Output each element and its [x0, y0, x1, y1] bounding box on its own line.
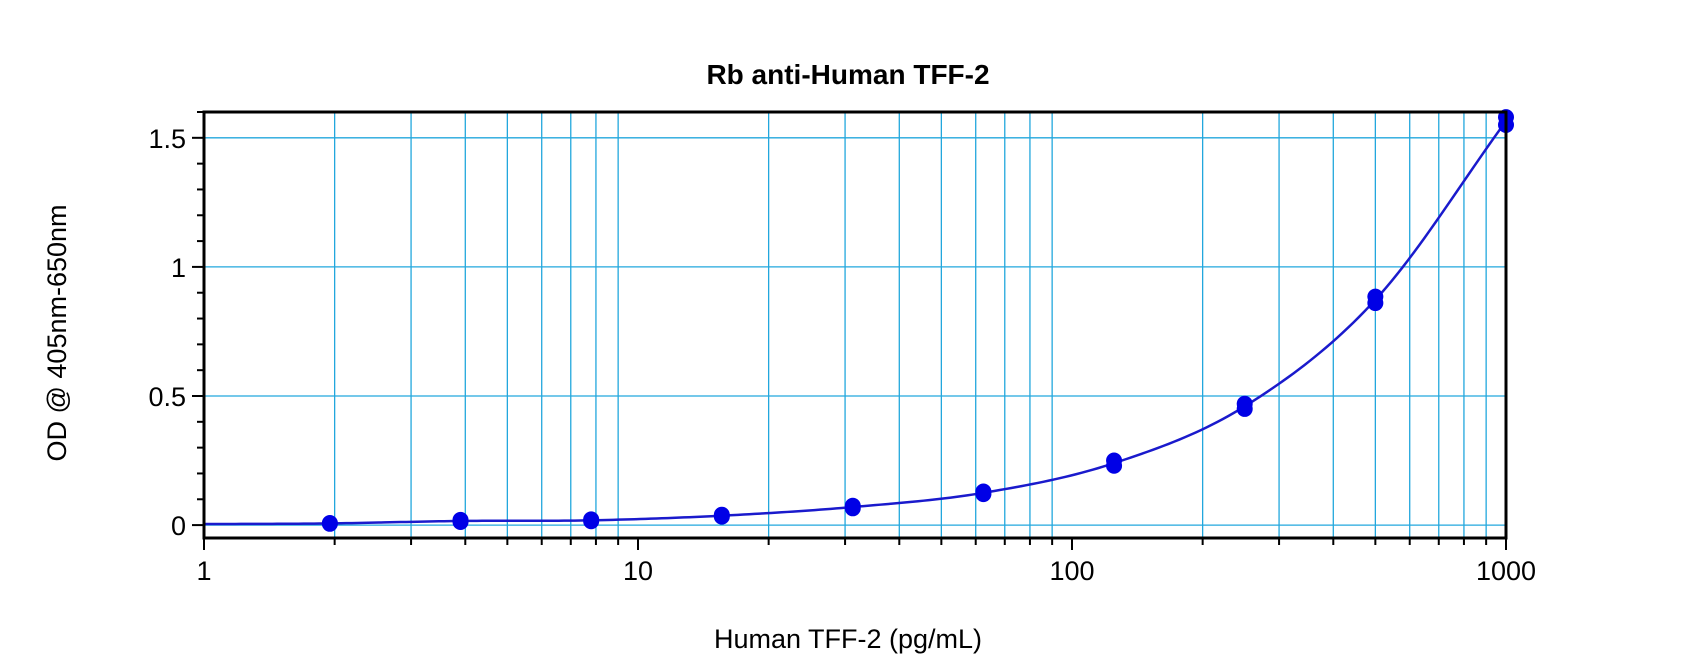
y-axis-label: OD @ 405nm-650nm	[42, 204, 72, 461]
data-point	[844, 497, 861, 514]
y-tick-label: 1	[171, 253, 186, 283]
y-tick-label: 1.5	[148, 124, 186, 154]
x-tick-label: 1000	[1476, 556, 1536, 586]
chart-title: Rb anti-Human TFF-2	[706, 59, 989, 90]
data-point	[1106, 452, 1123, 469]
data-point	[1236, 395, 1253, 412]
data-point	[975, 483, 992, 500]
data-point	[583, 511, 600, 528]
data-points	[321, 109, 1514, 532]
data-point	[452, 511, 469, 528]
grid	[204, 112, 1506, 538]
axis-ticks	[192, 111, 1507, 550]
data-point	[321, 515, 338, 532]
y-tick-label: 0	[171, 511, 186, 541]
x-tick-label: 10	[623, 556, 653, 586]
data-point	[713, 506, 730, 523]
plot-frame	[202, 110, 1508, 540]
fit-curve	[203, 120, 1508, 526]
tick-labels: 1 10 100 1000 0 0.5 1 1.5	[148, 124, 1536, 586]
x-tick-label: 100	[1049, 556, 1094, 586]
x-tick-label: 1	[196, 556, 211, 586]
x-axis-label: Human TFF-2 (pg/mL)	[714, 624, 982, 654]
data-point	[1367, 288, 1384, 305]
y-tick-label: 0.5	[148, 382, 186, 412]
